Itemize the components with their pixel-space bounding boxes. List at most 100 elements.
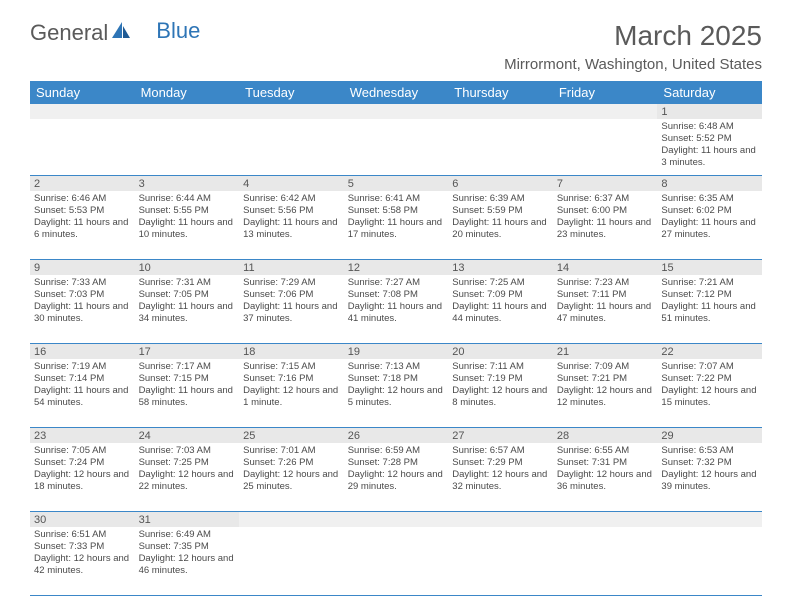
sunrise-text: Sunrise: 6:42 AM	[243, 193, 339, 205]
day-cell: Sunrise: 6:42 AMSunset: 5:56 PMDaylight:…	[239, 191, 344, 259]
day-number	[30, 104, 135, 119]
day-number: 14	[553, 260, 658, 275]
sunrise-text: Sunrise: 6:59 AM	[348, 445, 444, 457]
week-row: Sunrise: 7:33 AMSunset: 7:03 PMDaylight:…	[30, 275, 762, 344]
sunrise-text: Sunrise: 7:23 AM	[557, 277, 653, 289]
sunrise-text: Sunrise: 7:03 AM	[139, 445, 235, 457]
day-detail: Sunrise: 7:19 AMSunset: 7:14 PMDaylight:…	[34, 361, 130, 409]
day-cell	[239, 527, 344, 595]
day-number-row: 16171819202122	[30, 344, 762, 359]
day-number: 13	[448, 260, 553, 275]
sunrise-text: Sunrise: 6:44 AM	[139, 193, 235, 205]
day-number: 17	[135, 344, 240, 359]
day-number: 31	[135, 512, 240, 527]
day-detail: Sunrise: 6:57 AMSunset: 7:29 PMDaylight:…	[452, 445, 548, 493]
day-detail: Sunrise: 7:21 AMSunset: 7:12 PMDaylight:…	[661, 277, 757, 325]
day-number: 23	[30, 428, 135, 443]
day-detail: Sunrise: 6:48 AMSunset: 5:52 PMDaylight:…	[661, 121, 757, 169]
daylight-text: Daylight: 11 hours and 3 minutes.	[661, 145, 757, 169]
daylight-text: Daylight: 12 hours and 25 minutes.	[243, 469, 339, 493]
sunrise-text: Sunrise: 7:27 AM	[348, 277, 444, 289]
day-number	[344, 512, 449, 527]
sunrise-text: Sunrise: 6:35 AM	[661, 193, 757, 205]
day-number-row: 2345678	[30, 176, 762, 191]
calendar-page: General Blue March 2025 Mirrormont, Wash…	[0, 0, 792, 616]
daylight-text: Daylight: 12 hours and 1 minute.	[243, 385, 339, 409]
day-cell: Sunrise: 7:31 AMSunset: 7:05 PMDaylight:…	[135, 275, 240, 343]
sunrise-text: Sunrise: 7:15 AM	[243, 361, 339, 373]
day-detail: Sunrise: 7:31 AMSunset: 7:05 PMDaylight:…	[139, 277, 235, 325]
sunset-text: Sunset: 7:28 PM	[348, 457, 444, 469]
day-detail: Sunrise: 7:11 AMSunset: 7:19 PMDaylight:…	[452, 361, 548, 409]
day-number-row: 1	[30, 104, 762, 119]
day-cell: Sunrise: 7:01 AMSunset: 7:26 PMDaylight:…	[239, 443, 344, 511]
daylight-text: Daylight: 11 hours and 27 minutes.	[661, 217, 757, 241]
daylight-text: Daylight: 11 hours and 44 minutes.	[452, 301, 548, 325]
day-detail: Sunrise: 7:01 AMSunset: 7:26 PMDaylight:…	[243, 445, 339, 493]
daylight-text: Daylight: 11 hours and 6 minutes.	[34, 217, 130, 241]
day-number	[657, 512, 762, 527]
day-cell: Sunrise: 6:49 AMSunset: 7:35 PMDaylight:…	[135, 527, 240, 595]
sunrise-text: Sunrise: 6:53 AM	[661, 445, 757, 457]
day-number: 30	[30, 512, 135, 527]
day-cell: Sunrise: 6:41 AMSunset: 5:58 PMDaylight:…	[344, 191, 449, 259]
day-detail: Sunrise: 6:55 AMSunset: 7:31 PMDaylight:…	[557, 445, 653, 493]
day-cell	[239, 119, 344, 175]
day-cell: Sunrise: 7:29 AMSunset: 7:06 PMDaylight:…	[239, 275, 344, 343]
sunset-text: Sunset: 5:56 PM	[243, 205, 339, 217]
day-number	[344, 104, 449, 119]
day-detail: Sunrise: 7:33 AMSunset: 7:03 PMDaylight:…	[34, 277, 130, 325]
day-cell: Sunrise: 6:46 AMSunset: 5:53 PMDaylight:…	[30, 191, 135, 259]
day-cell: Sunrise: 7:15 AMSunset: 7:16 PMDaylight:…	[239, 359, 344, 427]
sunrise-text: Sunrise: 7:21 AM	[661, 277, 757, 289]
daylight-text: Daylight: 11 hours and 51 minutes.	[661, 301, 757, 325]
sunset-text: Sunset: 7:15 PM	[139, 373, 235, 385]
day-detail: Sunrise: 6:41 AMSunset: 5:58 PMDaylight:…	[348, 193, 444, 241]
day-cell: Sunrise: 6:51 AMSunset: 7:33 PMDaylight:…	[30, 527, 135, 595]
sunset-text: Sunset: 7:12 PM	[661, 289, 757, 301]
day-cell	[448, 119, 553, 175]
sunset-text: Sunset: 5:59 PM	[452, 205, 548, 217]
day-cell: Sunrise: 7:25 AMSunset: 7:09 PMDaylight:…	[448, 275, 553, 343]
day-number: 2	[30, 176, 135, 191]
day-detail: Sunrise: 6:46 AMSunset: 5:53 PMDaylight:…	[34, 193, 130, 241]
day-header-row: SundayMondayTuesdayWednesdayThursdayFrid…	[30, 81, 762, 104]
day-header-cell: Tuesday	[239, 81, 344, 104]
day-number: 11	[239, 260, 344, 275]
sunrise-text: Sunrise: 6:46 AM	[34, 193, 130, 205]
day-detail: Sunrise: 7:13 AMSunset: 7:18 PMDaylight:…	[348, 361, 444, 409]
day-cell: Sunrise: 7:17 AMSunset: 7:15 PMDaylight:…	[135, 359, 240, 427]
day-cell	[344, 527, 449, 595]
day-header-cell: Friday	[553, 81, 658, 104]
sail-icon	[110, 20, 132, 46]
day-cell	[448, 527, 553, 595]
day-detail: Sunrise: 6:44 AMSunset: 5:55 PMDaylight:…	[139, 193, 235, 241]
day-detail: Sunrise: 7:09 AMSunset: 7:21 PMDaylight:…	[557, 361, 653, 409]
day-detail: Sunrise: 6:37 AMSunset: 6:00 PMDaylight:…	[557, 193, 653, 241]
day-number	[553, 104, 658, 119]
day-cell	[553, 527, 658, 595]
day-detail: Sunrise: 6:59 AMSunset: 7:28 PMDaylight:…	[348, 445, 444, 493]
day-header-cell: Thursday	[448, 81, 553, 104]
sunset-text: Sunset: 7:03 PM	[34, 289, 130, 301]
daylight-text: Daylight: 12 hours and 8 minutes.	[452, 385, 548, 409]
sunrise-text: Sunrise: 6:37 AM	[557, 193, 653, 205]
day-detail: Sunrise: 6:49 AMSunset: 7:35 PMDaylight:…	[139, 529, 235, 577]
sunrise-text: Sunrise: 6:55 AM	[557, 445, 653, 457]
day-cell: Sunrise: 6:44 AMSunset: 5:55 PMDaylight:…	[135, 191, 240, 259]
day-number: 7	[553, 176, 658, 191]
day-cell: Sunrise: 6:55 AMSunset: 7:31 PMDaylight:…	[553, 443, 658, 511]
sunset-text: Sunset: 7:11 PM	[557, 289, 653, 301]
day-cell: Sunrise: 7:09 AMSunset: 7:21 PMDaylight:…	[553, 359, 658, 427]
sunset-text: Sunset: 5:58 PM	[348, 205, 444, 217]
day-cell: Sunrise: 6:39 AMSunset: 5:59 PMDaylight:…	[448, 191, 553, 259]
daylight-text: Daylight: 11 hours and 41 minutes.	[348, 301, 444, 325]
sunset-text: Sunset: 7:32 PM	[661, 457, 757, 469]
day-cell: Sunrise: 7:03 AMSunset: 7:25 PMDaylight:…	[135, 443, 240, 511]
sunset-text: Sunset: 7:29 PM	[452, 457, 548, 469]
daylight-text: Daylight: 11 hours and 13 minutes.	[243, 217, 339, 241]
daylight-text: Daylight: 11 hours and 30 minutes.	[34, 301, 130, 325]
sunset-text: Sunset: 5:53 PM	[34, 205, 130, 217]
week-row: Sunrise: 6:46 AMSunset: 5:53 PMDaylight:…	[30, 191, 762, 260]
day-detail: Sunrise: 6:35 AMSunset: 6:02 PMDaylight:…	[661, 193, 757, 241]
